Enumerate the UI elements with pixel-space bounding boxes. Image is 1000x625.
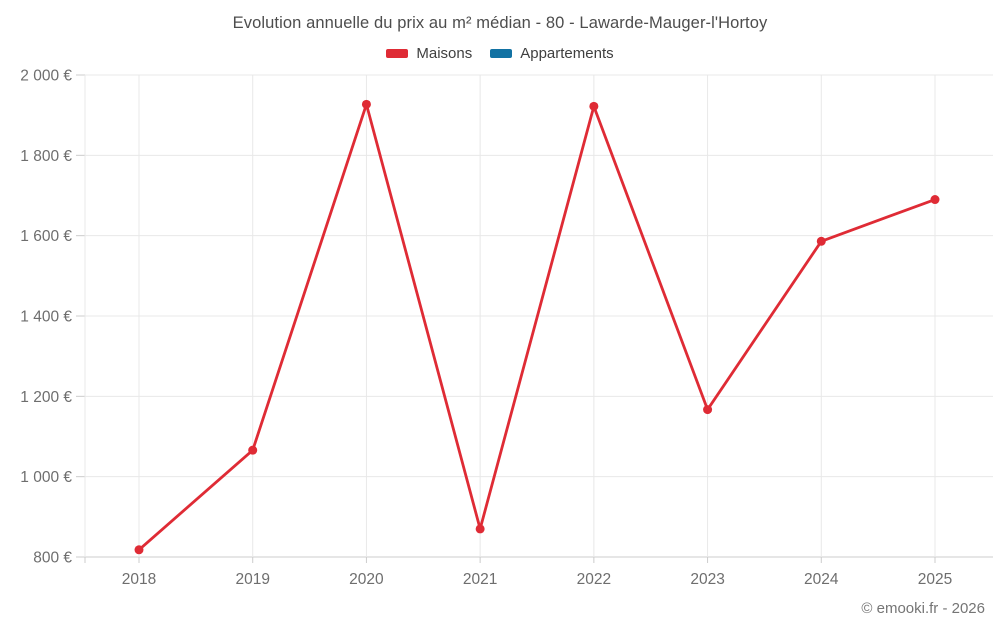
x-axis-label: 2018 (122, 571, 156, 588)
maisons-color-swatch-icon (386, 49, 409, 58)
data-point-2020[interactable] (361, 99, 371, 109)
series-line-maisons (137, 102, 937, 552)
chart-title: Evolution annuelle du prix au m² médian … (232, 14, 768, 32)
x-axis-label: 2019 (235, 571, 269, 588)
legend-item-maisons[interactable]: Maisons (386, 45, 472, 62)
x-axis-label: 2023 (690, 571, 724, 588)
data-point-2025[interactable] (930, 195, 940, 205)
x-axis-label: 2021 (463, 571, 497, 588)
chart-legend: Maisons Appartements (0, 45, 1000, 62)
legend-label-maisons: Maisons (416, 45, 473, 62)
y-axis-label: 1 200 € (20, 389, 72, 406)
y-axis-label: 1 400 € (20, 309, 72, 326)
y-axis-label: 1 800 € (20, 148, 72, 165)
data-point-2019[interactable] (248, 445, 258, 455)
data-point-2023[interactable] (703, 405, 713, 415)
data-point-2018[interactable] (134, 545, 144, 555)
x-axis-label: 2022 (577, 571, 611, 588)
y-axis-label: 800 € (33, 550, 72, 567)
legend-label-appartements: Appartements (520, 45, 614, 62)
x-axis-label: 2025 (918, 571, 952, 588)
y-axis-label: 1 600 € (20, 228, 72, 245)
y-axis-label: 1 000 € (20, 469, 72, 486)
data-point-2024[interactable] (816, 236, 826, 246)
data-point-2021[interactable] (475, 524, 485, 534)
legend-item-appartements[interactable]: Appartements (490, 45, 614, 62)
data-point-2022[interactable] (589, 101, 599, 111)
x-axis-label: 2020 (349, 571, 384, 588)
x-axis-label: 2024 (804, 571, 839, 588)
footer-credit: © emooki.fr - 2026 (861, 600, 985, 617)
y-axis-label: 2 000 € (20, 68, 72, 85)
appartements-color-swatch-icon (490, 49, 513, 58)
